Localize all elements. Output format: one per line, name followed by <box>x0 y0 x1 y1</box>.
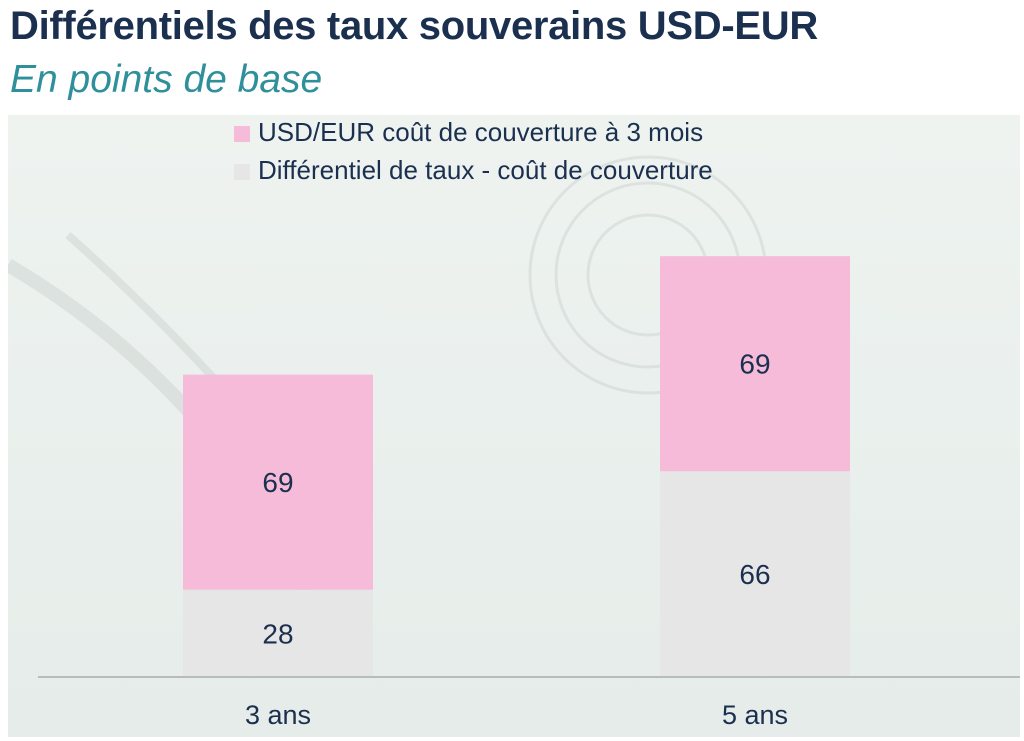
data-label-differentiel-2: 66 <box>739 559 770 590</box>
legend-swatch-2 <box>234 164 250 180</box>
x-tick-label-1: 3 ans <box>245 700 311 730</box>
legend-label-2: Différentiel de taux - coût de couvertur… <box>258 155 713 185</box>
data-label-differentiel-1: 28 <box>262 618 293 649</box>
x-axis-ticks: 3 ans 5 ans <box>245 700 788 730</box>
legend-label-1: USD/EUR coût de couverture à 3 mois <box>258 117 703 147</box>
chart-subtitle: En points de base <box>10 58 323 101</box>
chart-panel: USD/EUR coût de couverture à 3 mois Diffé… <box>8 115 1020 737</box>
bar-couverture-1 <box>183 374 373 590</box>
x-tick-label-2: 5 ans <box>722 700 788 730</box>
data-label-couverture-2: 69 <box>739 349 770 380</box>
chart-title: Différentiels des taux souverains USD-EU… <box>10 4 818 48</box>
watermark-seal <box>8 155 768 678</box>
legend-swatch-1 <box>234 126 250 142</box>
bar-differentiel-1 <box>183 589 373 677</box>
bar-couverture-2 <box>660 256 850 472</box>
bar-differentiel-2 <box>660 471 850 677</box>
legend: USD/EUR coût de couverture à 3 mois Diffé… <box>234 117 713 185</box>
bars-group: 28 69 66 69 <box>183 256 850 677</box>
data-label-couverture-1: 69 <box>262 467 293 498</box>
stacked-bar-chart: USD/EUR coût de couverture à 3 mois Diffé… <box>8 117 1020 730</box>
